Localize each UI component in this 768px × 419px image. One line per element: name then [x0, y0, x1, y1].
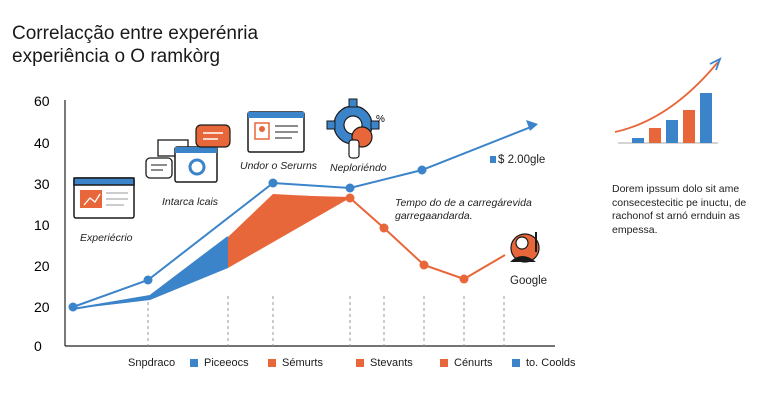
legend-item: Piceeocs	[190, 357, 249, 369]
annotation-swatch	[490, 156, 496, 163]
legend-label: Sémurts	[282, 357, 323, 369]
legend-label: Cénurts	[454, 357, 493, 369]
label-interface: Intarca lcais	[162, 196, 219, 208]
y-tick-label: 20	[34, 258, 50, 274]
legend-item: Cénurts	[440, 357, 493, 369]
side-description: Dorem ipssum dolo sit ame consecesteciti…	[612, 183, 747, 236]
annotation-load-time: Tempo do de a carregárevida garregaandar…	[395, 197, 532, 222]
chart-title: Correlacção entre experénria experiência…	[12, 22, 258, 68]
percent-sign: %	[376, 114, 385, 125]
trend-arrowhead	[526, 120, 538, 131]
legend-item: to. Coolds	[512, 357, 576, 369]
orange-point	[419, 260, 429, 270]
orange-point	[379, 223, 389, 233]
label-experiencia: Experiécrio	[80, 232, 133, 244]
orange-area	[228, 194, 350, 268]
blue-point	[345, 183, 355, 193]
title-line-2: experiência o O ramkòrg	[12, 46, 221, 67]
gear-icon: %	[326, 98, 385, 159]
blue-area	[73, 237, 228, 309]
y-tick-label: 60	[34, 93, 50, 109]
blue-point	[417, 165, 427, 175]
legend-item: Sémurts	[268, 357, 323, 369]
legend-swatch	[512, 359, 520, 367]
blue-point	[143, 275, 153, 285]
blue-series-line	[72, 124, 537, 308]
y-tick-labels: 60 40 30 10 20 0 20	[34, 93, 50, 354]
y-tick-label: 10	[34, 217, 50, 233]
y-tick-label: 20	[34, 299, 50, 315]
annotation-price: $ 2.00gle	[490, 154, 545, 167]
dashed-guides	[147, 296, 505, 346]
legend-item: Snpdraco	[128, 357, 175, 369]
label-neplorindo: Neploriéndo	[330, 162, 387, 174]
growth-mini-chart	[614, 57, 722, 144]
browser-chart-icon	[73, 177, 135, 219]
profile-window-icon	[247, 111, 305, 153]
blue-lower-line	[72, 236, 229, 310]
orange-point	[459, 274, 469, 284]
legend-swatch	[440, 359, 448, 367]
legend-swatch	[190, 359, 198, 367]
orange-point	[345, 193, 355, 203]
legend-label: Piceeocs	[204, 357, 249, 369]
legend-item: Stevants	[356, 357, 413, 369]
y-tick-label: 0	[34, 338, 42, 354]
label-google: Google	[510, 275, 548, 287]
legend-label: to. Coolds	[526, 357, 576, 369]
series-points	[68, 165, 469, 312]
legend-label: Stevants	[370, 357, 413, 369]
title-line-1: Correlacção entre experénria	[12, 23, 259, 44]
legend-swatch	[356, 359, 364, 367]
legend-label: Snpdraco	[128, 357, 176, 369]
y-tick-label: 30	[34, 176, 50, 192]
interface-icon	[145, 124, 231, 183]
blue-point	[268, 178, 278, 188]
legend-swatch	[268, 359, 276, 367]
blue-point	[68, 302, 78, 312]
y-tick-label: 40	[34, 135, 50, 151]
label-usuario: Undor o Serurns	[240, 160, 318, 172]
person-laptop-icon	[510, 232, 540, 263]
